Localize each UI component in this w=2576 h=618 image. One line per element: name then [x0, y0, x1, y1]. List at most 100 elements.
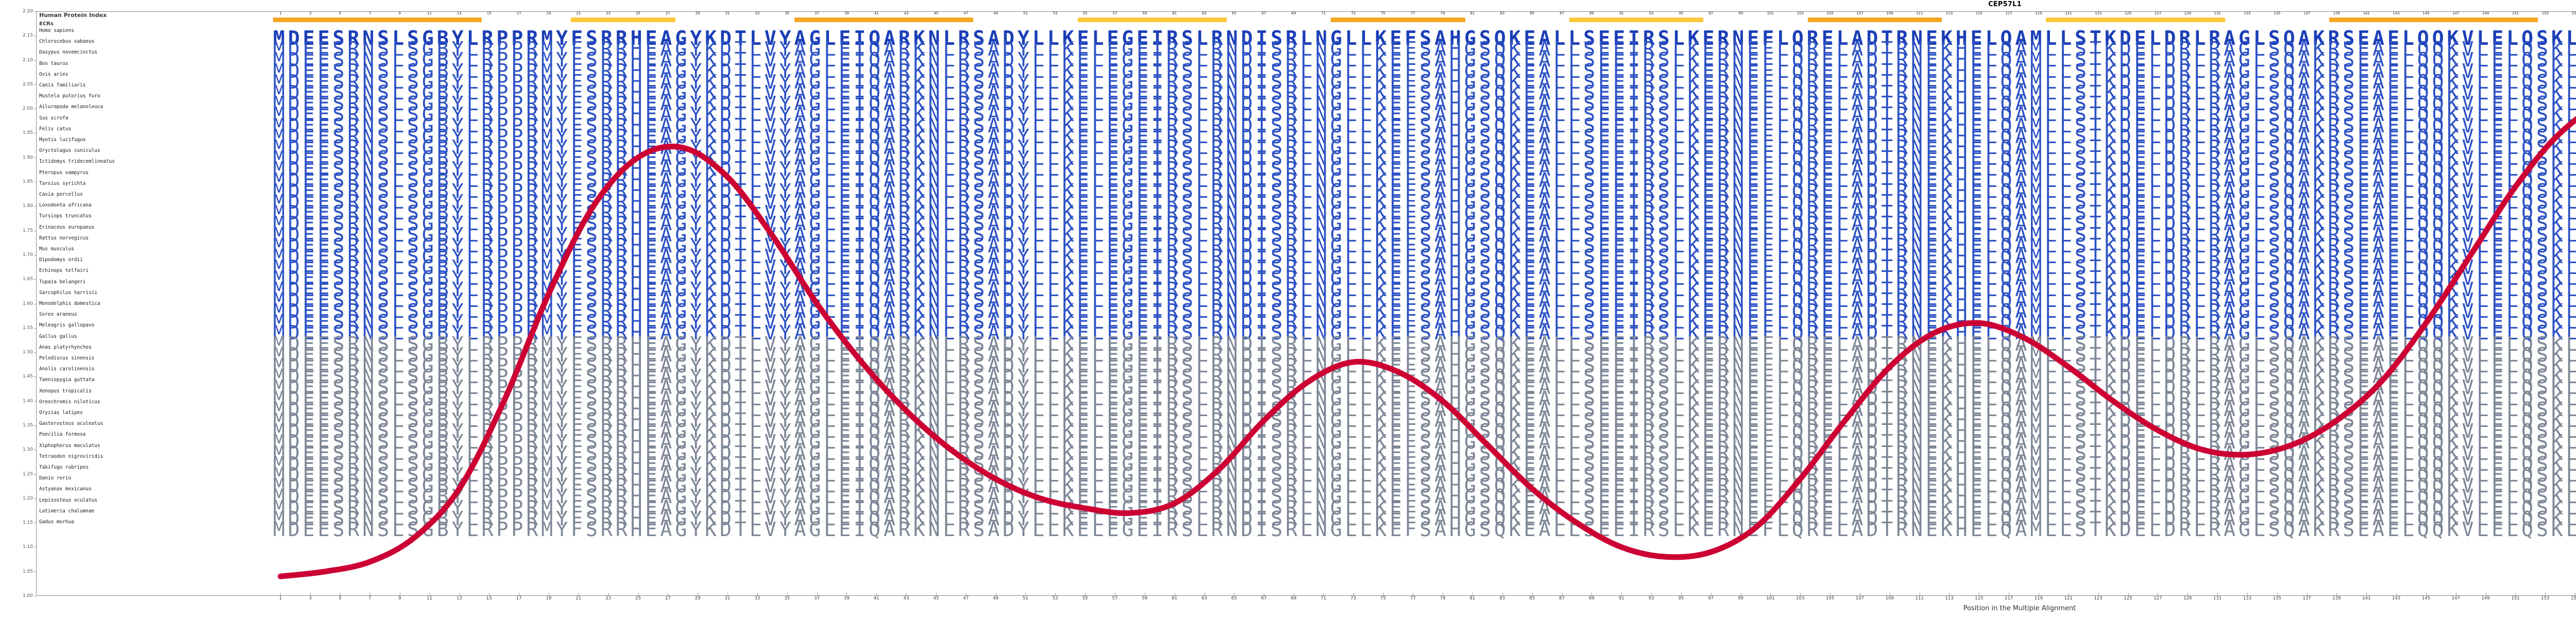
ruler-position-number: 47: [963, 11, 969, 15]
species-label[interactable]: Oreochromis niloticus: [39, 399, 100, 405]
species-label[interactable]: Gasterosteus aculeatus: [39, 421, 104, 427]
ruler-position-number: 43: [904, 11, 909, 15]
x-axis-tick-mark: [1651, 593, 1652, 595]
species-label[interactable]: Canis familiaris: [39, 82, 86, 88]
ruler-position-number: 131: [2214, 11, 2221, 15]
species-label[interactable]: Dipodomys ordii: [39, 257, 83, 263]
ruler-position-number: 75: [1381, 11, 1385, 15]
species-label[interactable]: Cavia porcellus: [39, 192, 83, 197]
species-label[interactable]: Lepisosteus oculatus: [39, 497, 97, 503]
species-label[interactable]: Loxodonta africana: [39, 202, 92, 209]
species-label[interactable]: Poecilia formosa: [39, 432, 86, 438]
ruler-position-number: 113: [1945, 11, 1953, 15]
species-label[interactable]: Rattus norvegicus: [39, 235, 89, 241]
species-label[interactable]: Latimeria chalumnae: [39, 508, 95, 514]
species-label[interactable]: Sarcophilus harrisii: [39, 289, 97, 296]
species-label[interactable]: Danio rerio: [39, 475, 72, 482]
conservation-block: [2329, 18, 2538, 22]
species-label[interactable]: Tetraodon nigroviridis: [39, 453, 104, 459]
species-label[interactable]: Taeniopygia guttata: [39, 377, 95, 383]
x-axis-tick-label: 77: [1410, 596, 1416, 601]
x-axis-tick-label: 43: [903, 596, 909, 601]
ruler-position-number: 129: [2184, 11, 2191, 15]
x-axis-tick-label: 139: [2332, 596, 2341, 601]
x-axis-tick-label: 123: [2094, 596, 2103, 601]
x-axis-tick-label: 93: [1648, 596, 1654, 601]
ruler-position-number: 45: [934, 11, 939, 15]
species-label[interactable]: Oryctolagus cuniculus: [39, 148, 100, 154]
species-label[interactable]: Tarsius syrichta: [39, 180, 86, 186]
species-label[interactable]: Gadus morhua: [39, 519, 74, 525]
conservation-block: [1077, 18, 1227, 22]
species-label[interactable]: Ictidomys tridecemlineatus: [39, 159, 115, 165]
species-label[interactable]: Tursiops truncatus: [39, 213, 92, 219]
species-label[interactable]: Xiphophorus maculatus: [39, 442, 100, 449]
species-label[interactable]: Myotis lucifugus: [39, 137, 86, 143]
species-label[interactable]: Tupaia belangeri: [39, 279, 86, 285]
y-axis-tick-label: 1.50: [22, 350, 33, 355]
y-axis-tick-label: 1.85: [22, 179, 33, 185]
y-axis-tick-label: 1.00: [22, 593, 33, 598]
species-label[interactable]: Erinaceus europaeus: [39, 224, 95, 230]
x-axis-tick-label: 97: [1708, 596, 1714, 601]
species-label[interactable]: Mustela putorius furo: [39, 93, 100, 99]
y-axis-tick-label: 2.00: [22, 106, 33, 112]
x-axis-tick-mark: [2277, 593, 2278, 595]
species-label[interactable]: Takifugu rubripes: [39, 465, 89, 470]
species-label[interactable]: Felis catus: [39, 126, 72, 132]
ruler-position-number: 55: [1082, 11, 1088, 15]
x-axis-tick-label: 109: [1885, 596, 1894, 601]
species-label[interactable]: Echinops telfairi: [39, 268, 89, 274]
species-label[interactable]: Pteropus vampyrus: [39, 169, 89, 176]
ruler-position-number: 149: [2482, 11, 2489, 15]
ruler-position-number: 91: [1619, 11, 1624, 15]
x-axis-tick-mark: [638, 593, 639, 595]
x-axis-tick-mark: [1591, 593, 1592, 595]
ruler-position-number: 61: [1172, 11, 1177, 15]
ruler-position-number: 63: [1202, 11, 1207, 15]
species-label[interactable]: Sus scrofa: [39, 115, 69, 121]
ruler-position-number: 53: [1053, 11, 1058, 15]
conservation-block: [794, 18, 974, 22]
species-label[interactable]: Gallus gallus: [39, 333, 77, 339]
x-axis-tick-label: 153: [2541, 596, 2550, 601]
x-axis-tick-label: 121: [2064, 596, 2073, 601]
species-label[interactable]: Xenopus tropicalis: [39, 388, 92, 394]
species-label[interactable]: Ailuropoda melanoleuca: [39, 104, 104, 110]
x-axis-tick-label: 61: [1172, 596, 1178, 601]
species-label[interactable]: Anolis carolinensis: [39, 366, 95, 372]
ruler-position-number: 127: [2154, 11, 2162, 15]
species-label[interactable]: Meleagris gallopavo: [39, 322, 95, 329]
x-axis-tick-mark: [876, 593, 877, 595]
x-axis-tick-label: 87: [1559, 596, 1565, 601]
ruler-position-number: 105: [1826, 11, 1834, 15]
alignment-sequence-row: MDEESRNSLSGBYLRPPRMYFSRRHEAGYKDTLVYAGLEI…: [273, 27, 2576, 49]
species-label[interactable]: Monodelphis domestica: [39, 301, 100, 306]
y-axis-tick-label: 1.40: [22, 398, 33, 404]
x-axis-tick-label: 107: [1855, 596, 1865, 601]
species-label[interactable]: Oryzias latipes: [39, 410, 83, 416]
species-label[interactable]: Astyanax mexicanus: [39, 486, 92, 492]
species-label[interactable]: Anas platyrhynchos: [39, 344, 92, 350]
species-label[interactable]: Mus musculus: [39, 246, 74, 252]
alignment-sequence-row: MDEESRNSLSGBYLRPPRMYFSRRHEAGYKDTLVYAGLEI…: [273, 38, 2576, 61]
ruler-position-number: 135: [2274, 11, 2281, 15]
species-label[interactable]: Pelodiscus sinensis: [39, 355, 95, 361]
ruler-position-number: 153: [2541, 11, 2549, 15]
species-label[interactable]: Ovis aries: [39, 71, 69, 77]
x-axis-tick-mark: [2217, 593, 2218, 595]
y-axis-tick-mark: [34, 401, 36, 402]
x-axis-tick-mark: [1681, 593, 1682, 595]
x-axis-tick-label: 3: [309, 596, 312, 601]
species-label[interactable]: Chlorocebus sabaeus: [39, 39, 95, 45]
x-axis-tick-label: 81: [1469, 596, 1476, 601]
species-label[interactable]: Dasypus novemcinctus: [39, 49, 97, 56]
ruler-position-number: 87: [1560, 11, 1565, 15]
x-axis-tick-label: 45: [933, 596, 939, 601]
species-label[interactable]: Sorex araneus: [39, 312, 77, 318]
species-label[interactable]: Homo sapiens: [39, 28, 74, 33]
species-label[interactable]: Bos taurus: [39, 60, 69, 66]
ruler-position-number: 119: [2035, 11, 2042, 15]
ruler-position-number: 107: [1856, 11, 1863, 15]
x-axis-tick-label: 135: [2273, 596, 2281, 601]
